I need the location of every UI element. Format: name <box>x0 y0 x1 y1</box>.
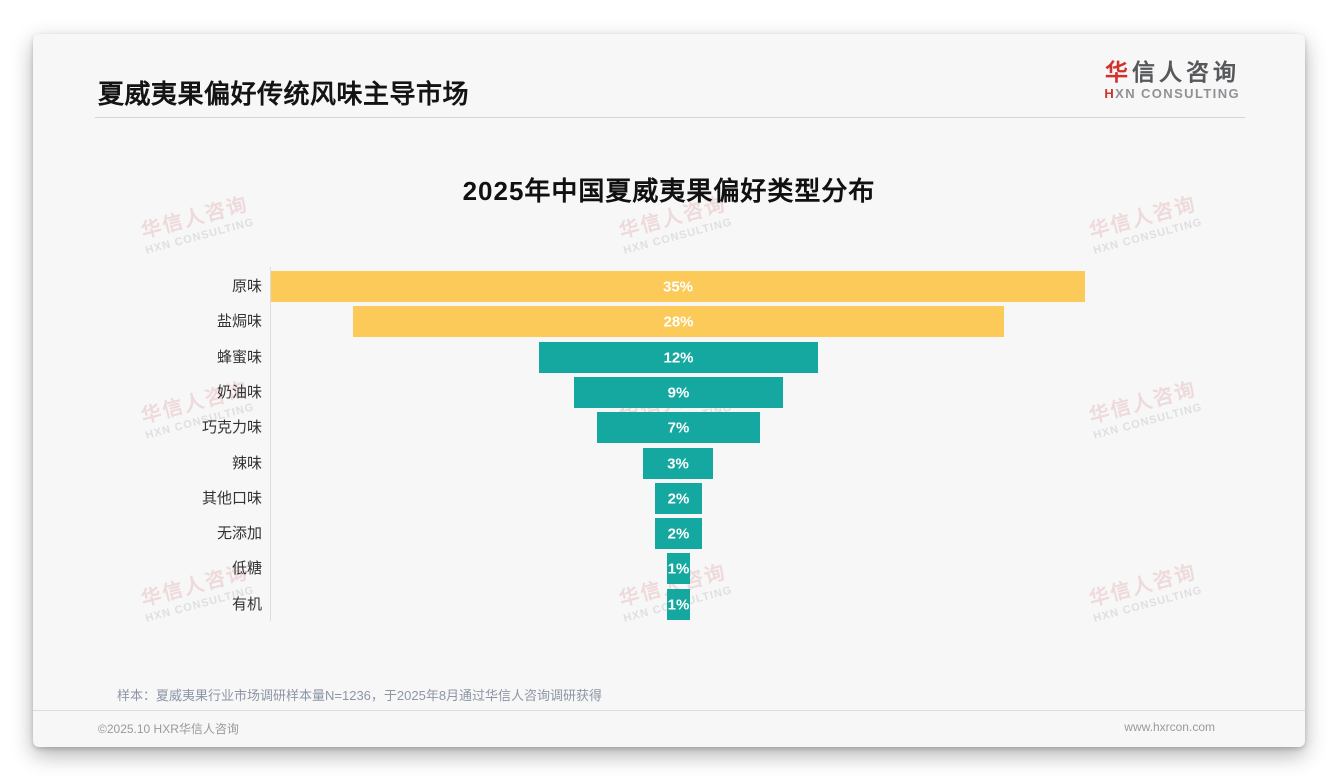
funnel-bar: 35% <box>271 271 1085 302</box>
category-label: 盐焗味 <box>216 313 262 330</box>
funnel-bar: 1% <box>667 589 690 620</box>
logo-cn-rest: 信人咨询 <box>1132 59 1240 85</box>
funnel-bar: 9% <box>574 377 783 408</box>
category-label: 蜂蜜味 <box>216 349 262 366</box>
page-title: 夏威夷果偏好传统风味主导市场 <box>98 79 470 109</box>
funnel-bar: 1% <box>667 553 690 584</box>
category-label: 原味 <box>231 278 262 295</box>
footer-bar: ©2025.10 HXR华信人咨询 www.hxrcon.com <box>33 710 1305 747</box>
company-logo: 华信人咨询 HXN CONSULTING <box>1104 59 1240 102</box>
bar-value-label: 7% <box>667 419 690 436</box>
bar-value-label: 1% <box>667 560 690 577</box>
bar-value-label: 2% <box>667 525 690 542</box>
category-label: 奶油味 <box>216 384 262 401</box>
category-label: 辣味 <box>231 455 262 472</box>
category-label: 低糖 <box>231 560 262 577</box>
funnel-bar: 2% <box>655 518 702 549</box>
funnel-bar: 3% <box>643 448 713 479</box>
header-divider <box>95 117 1245 118</box>
bar-value-label: 12% <box>663 349 694 366</box>
funnel-bar: 28% <box>353 306 1004 337</box>
chart-title: 2025年中国夏威夷果偏好类型分布 <box>462 176 876 206</box>
category-label: 无添加 <box>216 525 262 542</box>
category-label: 巧克力味 <box>201 419 262 436</box>
bar-value-label: 2% <box>667 490 690 507</box>
logo-en-rest: XN CONSULTING <box>1115 86 1240 102</box>
bar-value-label: 35% <box>662 278 694 295</box>
category-label: 有机 <box>231 596 262 613</box>
website-link[interactable]: www.hxrcon.com <box>1124 720 1215 734</box>
bar-value-label: 3% <box>667 455 689 472</box>
sample-footnote: 样本：夏威夷果行业市场调研样本量N=1236，于2025年8月通过华信人咨询调研… <box>117 688 603 703</box>
report-card: 夏威夷果偏好传统风味主导市场 华信人咨询 HXN CONSULTING 华信人咨… <box>33 34 1305 747</box>
bar-value-label: 1% <box>667 596 690 613</box>
logo-en-accent: H <box>1104 86 1116 102</box>
copyright-text: ©2025.10 HXR华信人咨询 <box>98 722 239 736</box>
funnel-bar: 2% <box>655 483 702 514</box>
logo-cn-accent: 华 <box>1105 59 1132 85</box>
chart-axis-line <box>270 267 271 621</box>
logo-chinese-name: 华信人咨询 <box>1104 59 1240 85</box>
category-label: 其他口味 <box>201 490 262 507</box>
funnel-bar: 12% <box>539 342 818 373</box>
bar-value-label: 28% <box>663 313 694 330</box>
funnel-chart: 2025年中国夏威夷果偏好类型分布 原味 35% 盐焗味 28% 蜂蜜味 12% 奶油味 9%… <box>33 34 1305 747</box>
logo-english-name: HXN CONSULTING <box>1104 87 1240 101</box>
funnel-bar: 7% <box>597 412 760 443</box>
bar-value-label: 9% <box>667 384 690 401</box>
